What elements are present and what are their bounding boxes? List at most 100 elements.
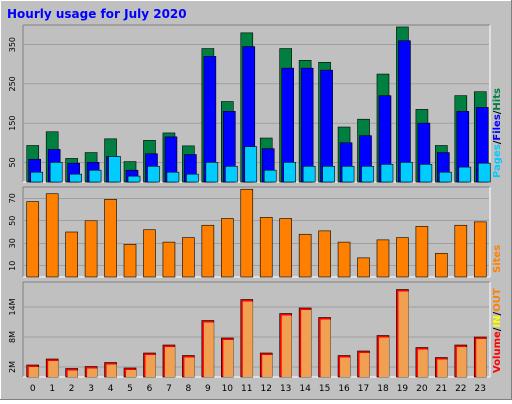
- bar-out: [67, 370, 78, 377]
- x-tick-label: 14: [299, 384, 311, 394]
- bar-out: [106, 364, 117, 377]
- legend-part: Sites: [492, 245, 503, 273]
- bar-sites: [396, 237, 409, 278]
- bar-pages: [400, 162, 413, 183]
- bar-out: [378, 337, 389, 377]
- legend-part: IN: [492, 315, 503, 327]
- bar-pages: [283, 162, 296, 183]
- legend-part: /: [492, 327, 503, 331]
- bar-sites: [318, 230, 331, 278]
- bar-files: [300, 67, 314, 183]
- legend-part: Volume: [492, 331, 503, 373]
- x-tick-label: 18: [377, 384, 389, 394]
- bar-pages: [341, 166, 355, 183]
- bar-pages: [186, 173, 199, 183]
- x-tick-label: 17: [358, 384, 369, 394]
- bar-out: [223, 340, 234, 377]
- y-tick-label: 2M: [8, 361, 17, 373]
- x-tick-label: 2: [69, 384, 75, 394]
- legend-part: /: [492, 311, 503, 315]
- x-tick-label: 0: [30, 384, 36, 394]
- x-tick-label: 6: [147, 384, 153, 394]
- bar-pages: [244, 146, 258, 183]
- legend-hits-panel: Pages/Files/Hits: [492, 88, 503, 178]
- x-tick-label: 16: [338, 384, 350, 394]
- x-tick-label: 10: [222, 384, 234, 394]
- bar-pages: [263, 169, 277, 183]
- bar-sites: [65, 231, 78, 278]
- x-tick-label: 7: [166, 384, 172, 394]
- bar-sites: [376, 239, 390, 278]
- x-tick-label: 5: [127, 384, 133, 394]
- bar-out: [164, 347, 175, 377]
- bar-out: [437, 359, 448, 377]
- x-tick-label: 22: [455, 384, 466, 394]
- x-tick-label: 13: [280, 384, 291, 394]
- bar-pages: [88, 169, 102, 183]
- bar-pages: [49, 162, 63, 183]
- bar-pages: [477, 162, 491, 183]
- bar-out: [281, 315, 292, 377]
- bar-out: [476, 339, 487, 377]
- bar-pages: [147, 166, 160, 183]
- bar-out: [320, 319, 331, 377]
- bar-out: [340, 357, 351, 377]
- y-tick-label: 8M: [8, 331, 17, 343]
- bar-out: [301, 310, 312, 377]
- y-tick-label: 14M: [8, 298, 17, 315]
- bar-pages: [361, 166, 374, 183]
- x-tick-label: 11: [241, 384, 252, 394]
- x-tick-label: 4: [108, 384, 114, 394]
- bar-sites: [123, 244, 137, 278]
- bar-sites: [435, 253, 448, 278]
- legend-part: OUT: [492, 288, 503, 312]
- x-tick-label: 19: [397, 384, 409, 394]
- bar-sites: [45, 193, 59, 278]
- bar-out: [398, 291, 409, 377]
- bar-pages: [302, 166, 316, 183]
- bar-sites: [162, 241, 176, 278]
- legend-part: Pages: [492, 144, 503, 178]
- x-tick-label: 20: [416, 384, 428, 394]
- bar-sites: [415, 226, 429, 278]
- bar-out: [203, 322, 214, 377]
- bar-pages: [419, 164, 433, 183]
- x-tick-label: 1: [49, 384, 55, 394]
- bar-sites: [454, 224, 468, 278]
- x-tick-label: 15: [319, 384, 330, 394]
- y-tick-label: 150: [8, 115, 17, 130]
- bar-out: [456, 347, 467, 377]
- y-tick-label: 70: [8, 193, 17, 203]
- bar-sites: [473, 221, 487, 278]
- y-tick-label: 250: [8, 76, 17, 91]
- bar-out: [262, 355, 273, 377]
- y-tick-label: 350: [8, 37, 17, 52]
- y-tick-label: 50: [8, 157, 17, 167]
- bar-sites: [84, 220, 98, 278]
- bar-pages: [458, 166, 472, 183]
- legend-volume-panel: Volume/IN/OUT: [492, 288, 503, 373]
- bar-files: [320, 69, 333, 183]
- bar-sites: [143, 229, 156, 278]
- bar-out: [28, 367, 39, 377]
- bar-out: [417, 349, 428, 377]
- bar-sites: [182, 237, 195, 278]
- bar-pages: [69, 173, 82, 183]
- legend-sites-panel: Sites: [492, 245, 503, 273]
- bar-sites: [357, 257, 370, 278]
- bar-sites: [221, 218, 234, 278]
- bar-pages: [322, 166, 335, 183]
- y-tick-label: 30: [8, 238, 17, 248]
- bar-out: [359, 353, 370, 377]
- bar-pages: [380, 164, 394, 183]
- bar-pages: [127, 175, 141, 183]
- y-tick-label: 10: [8, 261, 17, 271]
- bar-out: [126, 370, 137, 377]
- bar-files: [398, 40, 411, 183]
- x-tick-label: 23: [475, 384, 486, 394]
- x-tick-label: 3: [88, 384, 94, 394]
- legend-part: /: [492, 110, 503, 114]
